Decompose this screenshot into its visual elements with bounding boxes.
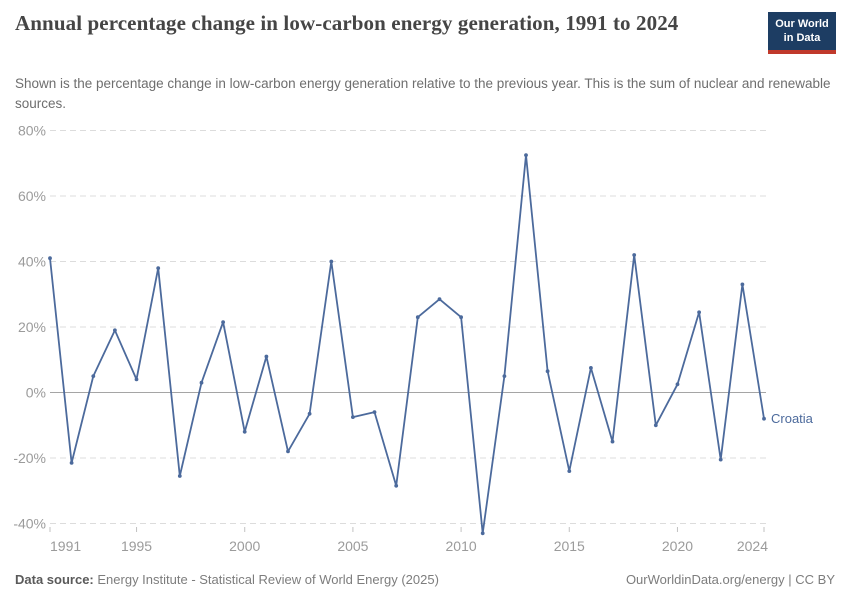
data-point: [91, 374, 96, 378]
data-point: [762, 416, 766, 421]
data-point: [415, 315, 420, 320]
x-tick-label: 2005: [337, 538, 368, 554]
data-point: [610, 439, 615, 444]
data-point: [329, 259, 334, 264]
data-point: [156, 266, 161, 270]
y-tick-label: -20%: [13, 450, 46, 466]
y-tick-label: 0%: [26, 385, 46, 401]
x-tick-label: 1991: [50, 538, 81, 554]
chart-footer: Data source: Energy Institute - Statisti…: [0, 566, 850, 592]
x-tick-label: 2020: [662, 538, 693, 554]
entity-label: Croatia: [771, 411, 814, 426]
x-tick-label: 2010: [446, 538, 477, 554]
data-point: [134, 377, 139, 382]
y-gridlines: [50, 130, 766, 524]
data-point: [199, 380, 204, 385]
data-point: [567, 469, 572, 473]
x-tick-label: 2015: [554, 538, 585, 554]
data-point: [286, 449, 290, 454]
y-tick-label: 80%: [18, 123, 46, 139]
y-tick-label: -40%: [13, 516, 46, 532]
data-point: [48, 256, 52, 261]
data-point: [177, 474, 182, 478]
data-point: [480, 531, 485, 536]
x-tick-label: 2024: [737, 538, 768, 554]
data-point: [69, 461, 74, 465]
data-point: [740, 282, 745, 287]
y-tick-label: 60%: [18, 188, 46, 204]
data-point: [675, 382, 680, 387]
license-link[interactable]: OurWorldinData.org/energy | CC BY: [625, 571, 835, 587]
data-point: [351, 415, 355, 419]
data-point: [697, 310, 701, 315]
data-point: [632, 253, 637, 257]
page-title: Annual percentage change in low-carbon e…: [15, 11, 679, 35]
line-chart: 80% 60% 40% 20% 0% -20% -40%1991 1995 2000 2005 20…: [13, 123, 814, 555]
data-point: [545, 369, 550, 374]
owid-logo[interactable]: Our World in Data: [768, 12, 836, 54]
data-source-value: Energy Institute - Statistical Review of…: [97, 571, 439, 587]
data-point: [113, 328, 117, 333]
y-tick-label: 40%: [18, 254, 46, 270]
y-tick-label: 20%: [18, 319, 46, 335]
series-line: [49, 154, 765, 535]
x-tick-label: 1995: [121, 538, 152, 554]
series-croatia: [48, 153, 766, 536]
data-point: [437, 297, 442, 302]
data-point: [264, 354, 269, 359]
owid-logo-line2: in Data: [783, 32, 821, 45]
data-point: [502, 374, 507, 378]
x-axis: 1991 1995 2000 2005 2010 2015 2020 2024: [49, 527, 768, 554]
data-point: [242, 429, 247, 434]
x-tick-label: 2000: [229, 538, 260, 554]
data-point: [307, 411, 312, 416]
chart-subtitle: Shown is the percentage change in low-ca…: [15, 76, 831, 112]
data-source-label: Data source:: [15, 571, 94, 587]
data-point: [394, 483, 399, 488]
data-point: [221, 320, 226, 324]
data-point: [653, 423, 658, 428]
data-point: [718, 457, 723, 462]
data-point: [589, 366, 593, 370]
y-axis-labels: 80% 60% 40% 20% 0% -20% -40%: [13, 123, 46, 532]
data-point: [459, 315, 463, 320]
data-point: [524, 153, 528, 157]
data-point: [372, 410, 377, 414]
owid-logo-line1: Our World: [775, 18, 829, 30]
data-source: Data source: Energy Institute - Statisti…: [15, 572, 439, 587]
